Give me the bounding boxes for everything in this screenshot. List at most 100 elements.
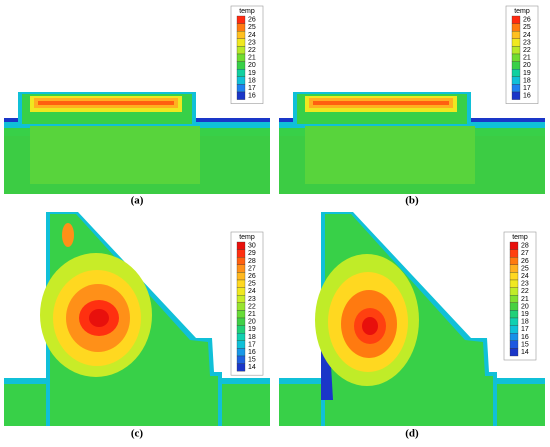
- colorbar-swatch: [511, 76, 521, 85]
- colorbar-label: 14: [248, 364, 256, 371]
- caption: (a): [131, 195, 144, 207]
- colorbar-swatch: [236, 317, 246, 326]
- colorbar-label: 17: [248, 85, 256, 92]
- colorbar-label: 21: [248, 55, 256, 62]
- colorbar-swatch: [511, 53, 521, 62]
- colorbar-title: temp: [239, 8, 255, 15]
- colorbar-swatch: [509, 279, 519, 288]
- colorbar-label: 24: [248, 288, 256, 295]
- colorbar-swatch: [236, 15, 246, 24]
- colorbar-swatch: [236, 31, 246, 39]
- colorbar-label: 18: [248, 77, 256, 84]
- colorbar-swatch: [236, 241, 246, 250]
- colorbar-label: 14: [521, 349, 529, 356]
- colorbar-swatch: [509, 249, 519, 258]
- colorbar-label: 24: [523, 32, 531, 39]
- colorbar-swatch: [509, 302, 519, 311]
- colorbar-swatch: [511, 61, 521, 70]
- colorbar-label: 25: [521, 265, 529, 272]
- colorbar-swatch: [236, 363, 246, 372]
- colorbar-label: 23: [521, 281, 529, 288]
- colorbar-label: 22: [248, 47, 256, 54]
- colorbar-label: 24: [521, 273, 529, 280]
- colorbar-label: 20: [248, 62, 256, 69]
- colorbar-label: 30: [248, 243, 256, 250]
- colorbar-swatch: [509, 348, 519, 357]
- colorbar-swatch: [236, 348, 246, 357]
- colorbar-label: 28: [521, 243, 529, 250]
- colorbar-label: 17: [248, 341, 256, 348]
- colorbar-swatch: [236, 23, 246, 32]
- colorbar-swatch: [509, 287, 519, 296]
- caption: (b): [405, 195, 419, 207]
- colorbar-label: 25: [248, 281, 256, 288]
- colorbar-swatch: [236, 84, 246, 93]
- colorbar-label: 16: [248, 349, 256, 356]
- contour-plot: [4, 212, 270, 426]
- colorbar-swatch: [236, 264, 246, 273]
- colorbar-label: 27: [521, 250, 529, 257]
- colorbar-swatch: [509, 264, 519, 273]
- colorbar-label: 19: [523, 70, 531, 77]
- colorbar-swatch: [509, 340, 519, 349]
- colorbar-swatch: [236, 91, 246, 100]
- colorbar-label: 25: [248, 24, 256, 31]
- colorbar-label: 18: [521, 319, 529, 326]
- colorbar-label: 20: [248, 319, 256, 326]
- colorbar-swatch: [511, 91, 521, 100]
- contour-plot: [279, 212, 545, 426]
- colorbar-swatch: [236, 295, 246, 303]
- colorbar-label: 21: [521, 296, 529, 303]
- colorbar-label: 19: [248, 326, 256, 333]
- colorbar-label: 16: [521, 334, 529, 341]
- colorbar-swatch: [236, 333, 246, 341]
- colorbar-swatch: [236, 279, 246, 288]
- colorbar-swatch: [236, 76, 246, 85]
- colorbar-label: 15: [248, 357, 256, 364]
- colorbar-swatch: [236, 38, 246, 47]
- colorbar-label: 24: [248, 32, 256, 39]
- colorbar-label: 16: [248, 93, 256, 100]
- colorbar-label: 22: [523, 47, 531, 54]
- colorbar-label: 16: [523, 93, 531, 100]
- colorbar-frame: [230, 5, 264, 104]
- colorbar-swatch: [236, 355, 246, 364]
- colorbar-swatch: [236, 61, 246, 70]
- colorbar-swatch: [509, 333, 519, 341]
- colorbar-label: 17: [523, 85, 531, 92]
- colorbar-swatch: [509, 295, 519, 303]
- colorbar-swatch: [509, 317, 519, 326]
- colorbar-swatch: [511, 84, 521, 93]
- colorbar-swatch: [511, 38, 521, 47]
- colorbar-frame: [230, 231, 264, 376]
- colorbar-swatch: [511, 46, 521, 55]
- colorbar-label: 23: [248, 39, 256, 46]
- caption: (d): [405, 428, 419, 440]
- colorbar-swatch: [509, 272, 519, 281]
- colorbar-swatch: [236, 302, 246, 311]
- colorbar-label: 28: [248, 258, 256, 265]
- colorbar-title: temp: [514, 8, 530, 15]
- colorbar-swatch: [511, 69, 521, 77]
- colorbar-label: 21: [248, 311, 256, 318]
- colorbar-frame: [503, 231, 537, 361]
- colorbar-label: 18: [523, 77, 531, 84]
- colorbar-label: 19: [521, 311, 529, 318]
- colorbar-swatch: [236, 287, 246, 296]
- colorbar-swatch: [236, 325, 246, 334]
- colorbar-label: 27: [248, 265, 256, 272]
- colorbar-swatch: [509, 257, 519, 265]
- colorbar-swatch: [236, 310, 246, 319]
- colorbar-label: 26: [248, 273, 256, 280]
- colorbar-title: temp: [239, 234, 255, 241]
- colorbar-label: 23: [523, 39, 531, 46]
- colorbar-frame: [505, 5, 539, 104]
- colorbar-swatch: [511, 31, 521, 39]
- caption: (c): [131, 428, 144, 440]
- colorbar-swatch: [236, 257, 246, 265]
- contour-plot: [4, 92, 270, 194]
- colorbar-label: 29: [248, 250, 256, 257]
- colorbar-swatch: [236, 69, 246, 77]
- colorbar-label: 26: [248, 17, 256, 24]
